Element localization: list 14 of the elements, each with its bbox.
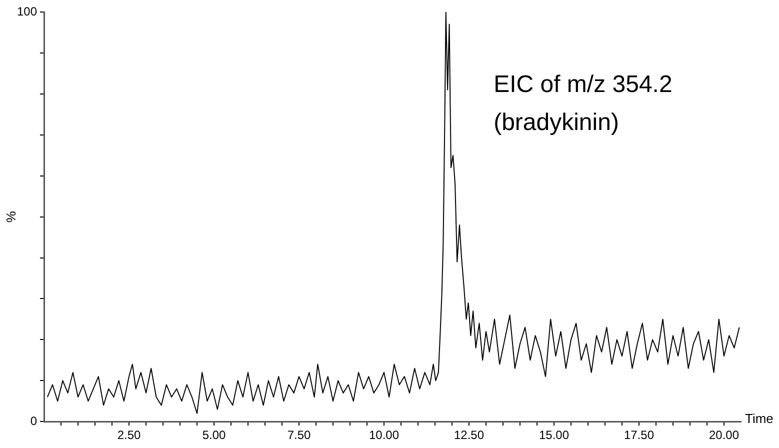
y-tick-label: 0 (30, 414, 38, 428)
x-tick-label: 2.50 (117, 428, 142, 442)
x-tick-label: 12.50 (454, 428, 484, 442)
annotation: (bradykinin) (494, 109, 619, 136)
x-tick-label: 10.00 (368, 428, 400, 442)
annotation: EIC of m/z 354.2 (494, 71, 672, 98)
x-tick-label: 17.50 (624, 428, 654, 442)
x-tick-label: 7.50 (287, 428, 312, 442)
y-axis-title: % (4, 210, 19, 223)
y-tick-label: 100 (16, 4, 38, 18)
x-tick-label: 20.00 (708, 428, 740, 442)
x-axis-title: Time (745, 411, 774, 426)
x-tick-label: 15.00 (538, 428, 570, 442)
x-tick-label: 5.00 (202, 428, 226, 442)
